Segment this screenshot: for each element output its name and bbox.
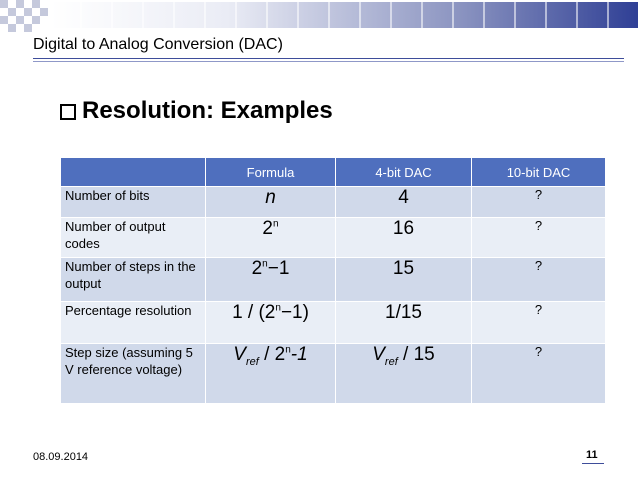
title-divider-secondary — [33, 61, 624, 62]
formula-cell: 2n−1 — [205, 257, 336, 302]
row-label: Number of steps in the output — [60, 257, 206, 302]
row-label: Number of bits — [60, 186, 206, 218]
checkbox-bullet-icon — [60, 104, 76, 120]
bit10-cell: ? — [471, 186, 606, 218]
footer-date: 08.09.2014 — [33, 451, 89, 463]
resolution-table: Formula 4-bit DAC 10-bit DAC Number of b… — [60, 157, 606, 404]
bit10-cell: ? — [471, 217, 606, 258]
page-number-underline — [582, 463, 604, 464]
bit10-cell: ? — [471, 343, 606, 404]
formula-cell: 1 / (2n−1) — [205, 301, 336, 344]
bit4-cell: Vref / 15 — [335, 343, 472, 404]
table-row: Step size (assuming 5 V reference voltag… — [60, 343, 606, 404]
row-label: Percentage resolution — [60, 301, 206, 344]
table-header-4bit: 4-bit DAC — [335, 157, 472, 187]
table-header-formula: Formula — [205, 157, 336, 187]
title-divider — [33, 58, 624, 59]
bit4-cell: 4 — [335, 186, 472, 218]
bit10-cell: ? — [471, 257, 606, 302]
header-gradient-stripes — [51, 2, 638, 28]
table-row: Number of bits n 4 ? — [60, 186, 606, 218]
formula-cell: n — [205, 186, 336, 218]
slide-title: Digital to Analog Conversion (DAC) — [33, 36, 283, 53]
decorative-checker-pattern — [0, 0, 50, 38]
page-number: 11 — [586, 449, 598, 461]
table-row: Number of output codes 2n 16 ? — [60, 217, 606, 258]
table-row: Percentage resolution 1 / (2n−1) 1/15 ? — [60, 301, 606, 344]
table-row: Number of steps in the output 2n−1 15 ? — [60, 257, 606, 302]
bit4-cell: 15 — [335, 257, 472, 302]
table-header-corner — [60, 157, 206, 187]
bit10-cell: ? — [471, 301, 606, 344]
row-label: Step size (assuming 5 V reference voltag… — [60, 343, 206, 404]
heading-text: Resolution: Examples — [82, 97, 333, 124]
bit4-cell: 16 — [335, 217, 472, 258]
formula-cell: Vref / 2n-1 — [205, 343, 336, 404]
bullet-heading: Resolution: Examples — [60, 97, 333, 125]
table-header-10bit: 10-bit DAC — [471, 157, 606, 187]
formula-cell: 2n — [205, 217, 336, 258]
row-label: Number of output codes — [60, 217, 206, 258]
table-header-row: Formula 4-bit DAC 10-bit DAC — [60, 157, 606, 187]
bit4-cell: 1/15 — [335, 301, 472, 344]
